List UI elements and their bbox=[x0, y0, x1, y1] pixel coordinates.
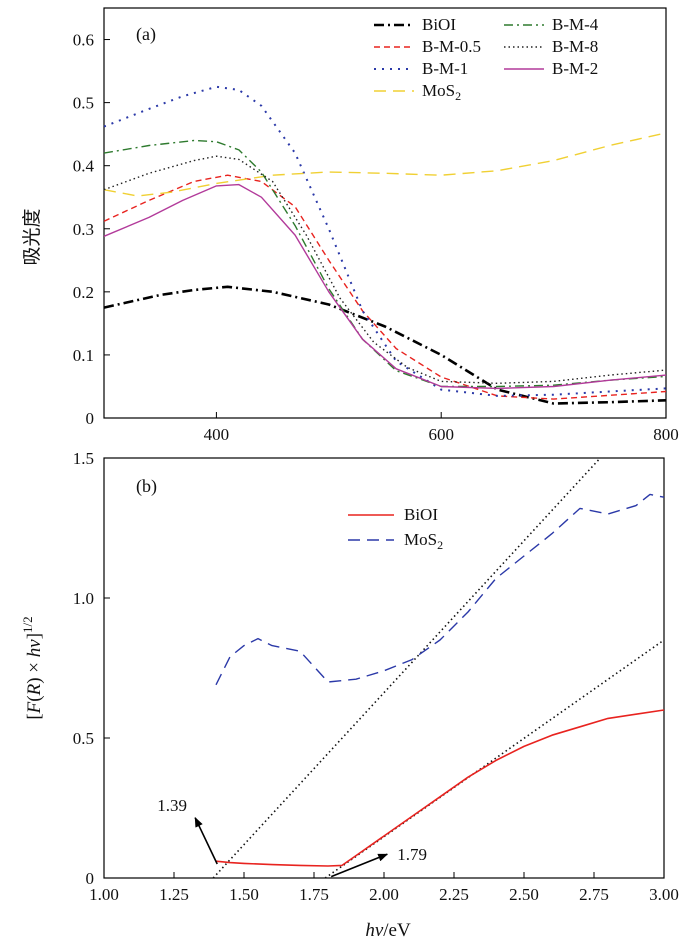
x-tick-label-b: 3.00 bbox=[649, 885, 679, 904]
y-tick-label-a: 0 bbox=[86, 409, 95, 428]
legend-label-b-m-1: B-M-1 bbox=[422, 59, 468, 78]
y-tick-label-b: 0 bbox=[86, 869, 95, 888]
x-tick-label-b: 2.25 bbox=[439, 885, 469, 904]
x-tick-label-b: 2.50 bbox=[509, 885, 539, 904]
legend-label-b-m-4: B-M-4 bbox=[552, 15, 599, 34]
tangent-line-2 bbox=[324, 639, 664, 878]
y-tick-label-a: 0.2 bbox=[73, 283, 94, 302]
y-tick-label-b: 0.5 bbox=[73, 729, 94, 748]
x-tick-label-a: 400 bbox=[204, 425, 230, 444]
panel-label-a: (a) bbox=[136, 24, 156, 45]
x-tick-label-a: 800 bbox=[653, 425, 679, 444]
legend-label-b-bioi: BiOI bbox=[404, 505, 438, 524]
series-line-b-m-1 bbox=[103, 85, 667, 397]
x-tick-label-b: 1.00 bbox=[89, 885, 119, 904]
arrow-1-79 bbox=[330, 853, 389, 878]
legend-label-b-m-0-5: B-M-0.5 bbox=[422, 37, 481, 56]
series-line-mos2 bbox=[103, 132, 667, 197]
legend-label-b-m-2: B-M-2 bbox=[552, 59, 598, 78]
x-tick-label-b: 1.25 bbox=[159, 885, 189, 904]
legend-label-b-mos2: MoS2 bbox=[404, 530, 443, 552]
x-tick-label-b: 2.75 bbox=[579, 885, 609, 904]
series-line-b-m-0-5 bbox=[103, 174, 667, 400]
y-axis-title-a: 吸光度 bbox=[21, 208, 43, 265]
y-tick-label-a: 0.4 bbox=[73, 157, 95, 176]
y-tick-label-b: 1.0 bbox=[73, 589, 94, 608]
y-tick-label-a: 0.1 bbox=[73, 346, 94, 365]
x-tick-label-b: 1.75 bbox=[299, 885, 329, 904]
x-tick-label-b: 1.50 bbox=[229, 885, 259, 904]
x-tick-label-b: 2.00 bbox=[369, 885, 399, 904]
panel-label-b: (b) bbox=[136, 476, 157, 497]
series-line-b-m-8 bbox=[103, 155, 667, 384]
series-line-b-m-4 bbox=[103, 139, 667, 388]
legend-label-b-m-8: B-M-8 bbox=[552, 37, 598, 56]
series-line-b-bioi bbox=[215, 709, 665, 867]
arrow-1-39 bbox=[194, 816, 218, 865]
series-line-bioi bbox=[103, 285, 667, 405]
y-tick-label-a: 0.3 bbox=[73, 220, 94, 239]
annotation-1-39: 1.39 bbox=[157, 796, 187, 815]
x-axis-title-b: hν/eV bbox=[365, 920, 411, 941]
plot-frame-b bbox=[103, 457, 665, 879]
plot-frame-a bbox=[103, 7, 667, 419]
x-tick-label-a: 600 bbox=[428, 425, 454, 444]
y-tick-label-b: 1.5 bbox=[73, 449, 94, 468]
series-line-b-m-2 bbox=[103, 183, 667, 390]
panel-a: 0 0.1 0.2 0.3 0.4 0.5 0.6 400 600 800 (a) 吸光度 BiOI B-… bbox=[21, 7, 679, 444]
y-tick-label-a: 0.6 bbox=[73, 31, 94, 50]
panel-b: 0 0.5 1.0 1.5 1.00 1.25 1.50 1.75 2.00 2.25 2.50 2.… bbox=[20, 449, 679, 941]
y-tick-label-a: 0.5 bbox=[73, 94, 94, 113]
y-axis-title-b: [F(R) × hν]1/2 bbox=[20, 616, 45, 719]
series-line-b-mos2 bbox=[215, 493, 665, 686]
annotation-1-79: 1.79 bbox=[397, 845, 427, 864]
legend-label-bioi: BiOI bbox=[422, 15, 456, 34]
legend-label-mos2: MoS2 bbox=[422, 81, 461, 103]
